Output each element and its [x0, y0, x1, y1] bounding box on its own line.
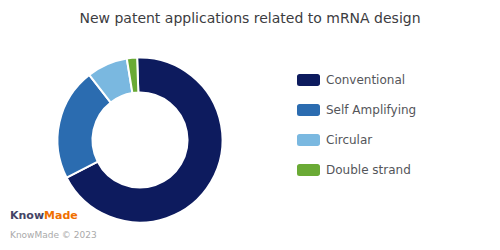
svg-text:Made: Made	[44, 209, 78, 222]
svg-text:KnowMade © 2023: KnowMade © 2023	[10, 230, 97, 240]
svg-text:New patent applications relate: New patent applications related to mRNA …	[79, 10, 420, 26]
svg-text:Circular: Circular	[326, 133, 372, 147]
svg-text:Conventional: Conventional	[326, 73, 405, 87]
svg-text:Know: Know	[10, 209, 44, 222]
svg-text:Double strand: Double strand	[326, 163, 411, 177]
svg-text:Self Amplifying: Self Amplifying	[326, 103, 416, 117]
